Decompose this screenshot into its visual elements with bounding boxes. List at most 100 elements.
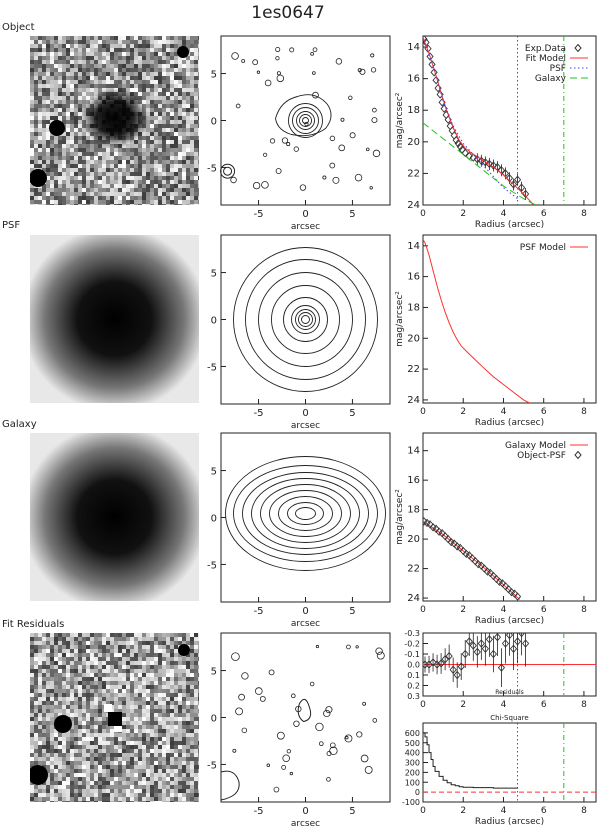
- contour-line: [286, 142, 291, 147]
- residuals-chart: 0 2 4 6 8 -0.3 -0.2-0.1 0.00.1 0.20.3 Residuals: [404, 629, 597, 710]
- data-point: [449, 665, 457, 674]
- contour-line: [260, 484, 351, 543]
- data-point: [469, 153, 477, 162]
- contour-line: [372, 149, 381, 158]
- contour-line: [326, 777, 331, 782]
- xtick-label: 4: [501, 700, 507, 710]
- ytick-label: 600: [405, 729, 420, 738]
- contour-line: [273, 786, 280, 793]
- contour-line: [241, 59, 246, 63]
- legend-label: Galaxy Model: [505, 441, 566, 451]
- contour-line: [282, 754, 290, 763]
- data-point: [505, 633, 514, 640]
- data-point: [437, 659, 445, 668]
- contour-line: [312, 47, 318, 53]
- contour-line: [289, 771, 293, 776]
- ytick-label: 22: [407, 168, 420, 179]
- contour-frame: [220, 632, 391, 803]
- contour-line: [268, 669, 275, 676]
- contour-line: [275, 47, 281, 53]
- ytick-label: -0.1: [404, 650, 420, 659]
- data-point: [497, 663, 506, 672]
- contour-ytick-label: 0: [211, 117, 217, 128]
- contour-line: [369, 186, 373, 190]
- xtick-label: 0: [420, 806, 426, 816]
- plot-frame: [422, 35, 597, 206]
- contour-line: [241, 672, 249, 680]
- legend-label: Galaxy: [535, 74, 567, 84]
- xtick-label: 8: [581, 605, 587, 615]
- data-point: [493, 633, 502, 642]
- contour-line: [309, 681, 315, 687]
- data-point: [489, 649, 497, 659]
- ytick-label: -0.3: [404, 629, 420, 638]
- ytick-label: 14: [407, 241, 420, 252]
- contour-line: [355, 645, 359, 649]
- ytick-label: 20: [407, 137, 420, 148]
- contour-panel: -5 -5 0 0 5 5 arcsec: [207, 632, 391, 827]
- plot-frame: [422, 234, 597, 404]
- residual-core: [108, 712, 122, 726]
- xtick-label: 6: [541, 605, 547, 615]
- contour-line: [302, 117, 309, 124]
- data-point: [429, 658, 437, 667]
- contour-ytick-label: 5: [211, 667, 217, 678]
- contour-line: [263, 152, 268, 157]
- contour-ytick-label: -5: [207, 760, 217, 771]
- contour-line: [269, 490, 342, 537]
- contour-line: [235, 707, 243, 716]
- contour-xtick-label: 0: [302, 606, 308, 617]
- contour-line: [225, 456, 386, 571]
- contour-ytick-label: 5: [211, 467, 217, 478]
- ytick-label: 24: [407, 593, 420, 604]
- contour-line: [255, 687, 263, 695]
- xtick-label: 2: [460, 806, 466, 816]
- series-line: [423, 239, 530, 403]
- data-point: [505, 173, 514, 183]
- ytick-label: 0.3: [407, 692, 420, 701]
- contour-line: [220, 770, 240, 801]
- ytick-label: 14: [407, 42, 420, 53]
- contour-line: [283, 297, 328, 342]
- contour-xtick-label: -5: [254, 606, 264, 617]
- contour-xtick-label: 0: [302, 806, 308, 817]
- contour-line: [372, 107, 377, 113]
- contour-line: [276, 731, 285, 740]
- contour-line: [252, 59, 259, 66]
- xtick-label: 6: [541, 407, 547, 417]
- contour-line: [310, 51, 314, 56]
- contour-line: [231, 652, 240, 661]
- data-point: [432, 76, 440, 85]
- data-point: [436, 90, 444, 99]
- contour-xtick-label: 0: [302, 408, 308, 419]
- contour-line: [298, 312, 313, 327]
- contour-line: [295, 507, 316, 520]
- data-point: [513, 175, 522, 184]
- xtick-label: 4: [501, 806, 507, 816]
- contour-line: [230, 176, 237, 184]
- xtick-label: 4: [501, 605, 507, 615]
- legend-label: Exp.Data: [525, 44, 566, 54]
- figure-title: 1es0647: [251, 3, 324, 23]
- contour-line: [346, 644, 351, 650]
- data-point: [441, 655, 449, 664]
- panel-label-galaxy: Galaxy: [2, 419, 37, 430]
- contour-line: [375, 647, 383, 655]
- contour-line: [261, 181, 269, 189]
- contour-line: [252, 181, 261, 190]
- contour-line: [295, 309, 316, 330]
- contour-line: [233, 247, 378, 392]
- contour-xtick-label: -5: [254, 806, 264, 817]
- contour-ytick-label: 5: [211, 70, 217, 81]
- plot-frame: [422, 432, 597, 602]
- data-point: [477, 156, 485, 165]
- contour-line: [348, 95, 353, 100]
- legend-label: Fit Model: [526, 54, 566, 64]
- contour-line: [220, 163, 236, 179]
- contour-line: [299, 184, 307, 191]
- ytick-label: 16: [407, 475, 420, 486]
